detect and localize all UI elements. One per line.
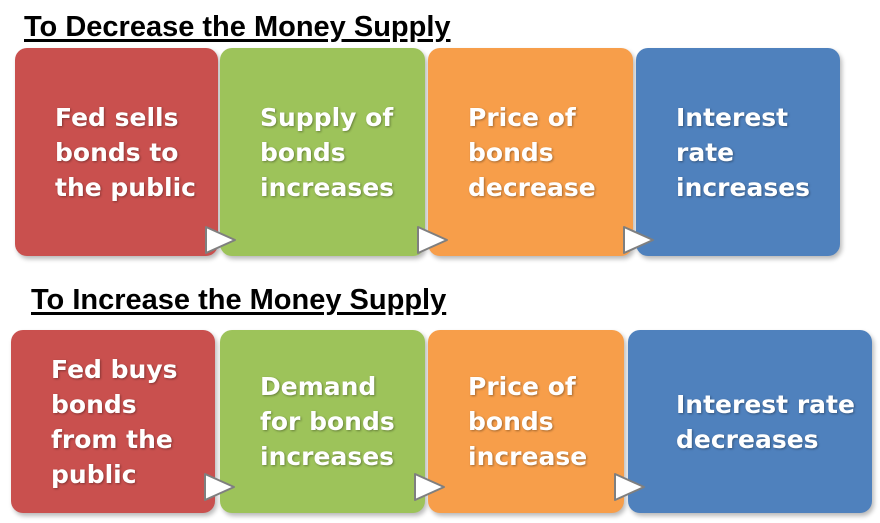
decrease-section-title: To Decrease the Money Supply: [24, 11, 451, 43]
decrease-step-4-label: Interest rate increases: [676, 102, 811, 202]
decrease-step-2-label: Supply of bonds increases: [260, 102, 395, 202]
decrease-step-1-label: Fed sells bonds to the public: [55, 102, 196, 202]
increase-step-1: Fed buys bonds from the public: [11, 330, 215, 513]
arrow-right-icon: [204, 473, 235, 501]
arrow-right-icon: [623, 226, 654, 254]
arrow-right-icon: [414, 473, 445, 501]
increase-step-2: Demand for bonds increases: [220, 330, 425, 513]
decrease-step-3: Price of bonds decrease: [428, 48, 633, 256]
decrease-step-1: Fed sells bonds to the public: [15, 48, 218, 256]
increase-step-4: Interest rate decreases: [628, 330, 872, 513]
arrow-right-icon: [614, 473, 645, 501]
increase-step-3: Price of bonds increase: [428, 330, 624, 513]
arrow-right-icon: [205, 226, 236, 254]
decrease-step-3-label: Price of bonds decrease: [468, 102, 596, 202]
increase-section-title: To Increase the Money Supply: [31, 284, 447, 316]
increase-step-1-label: Fed buys bonds from the public: [51, 354, 178, 489]
increase-step-4-label: Interest rate decreases: [676, 389, 855, 454]
decrease-step-2: Supply of bonds increases: [220, 48, 425, 256]
decrease-step-4: Interest rate increases: [636, 48, 840, 256]
arrow-right-icon: [417, 226, 448, 254]
increase-step-3-label: Price of bonds increase: [468, 372, 588, 471]
increase-step-2-label: Demand for bonds increases: [260, 372, 395, 471]
